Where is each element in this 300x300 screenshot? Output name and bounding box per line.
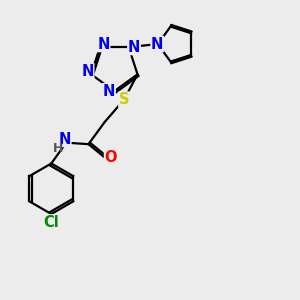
Text: Cl: Cl — [44, 215, 59, 230]
Text: S: S — [119, 92, 129, 107]
Text: N: N — [128, 40, 140, 55]
Text: H: H — [53, 142, 63, 154]
Text: N: N — [151, 37, 164, 52]
Text: N: N — [81, 64, 94, 79]
Text: N: N — [103, 84, 115, 99]
Text: O: O — [104, 150, 117, 165]
Text: N: N — [98, 37, 110, 52]
Text: N: N — [58, 132, 71, 147]
